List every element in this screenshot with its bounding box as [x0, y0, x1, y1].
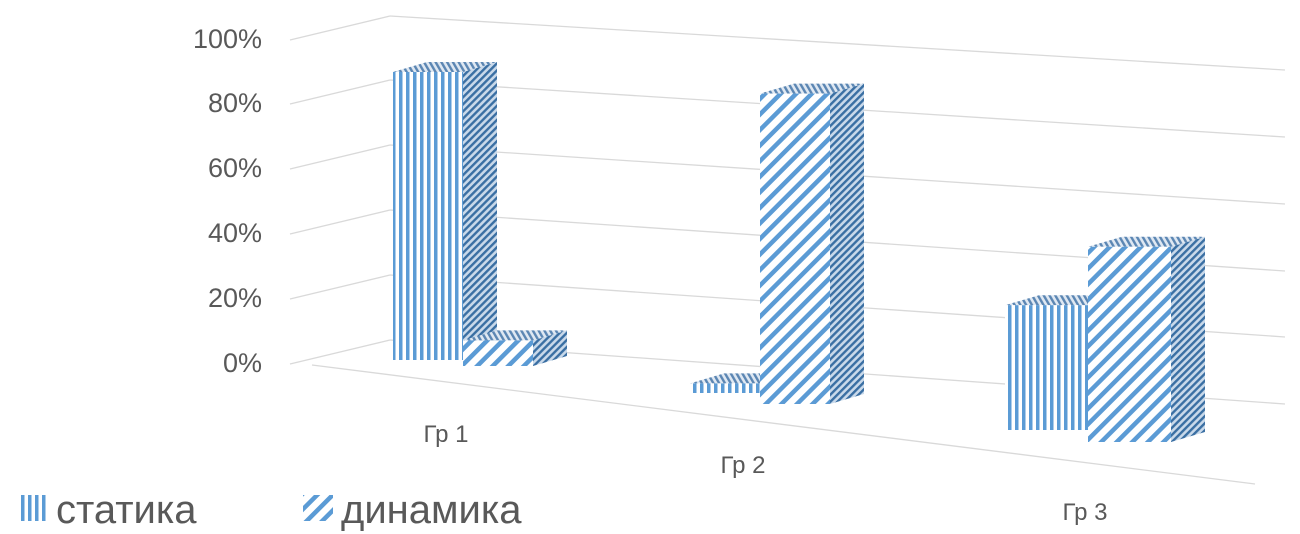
bar-front — [1005, 305, 1088, 430]
bar-vertical-stripes-1 — [393, 62, 497, 360]
legend: статика динамика — [18, 488, 522, 532]
y-tick-label: 60% — [208, 153, 262, 183]
gridline-side — [289, 274, 391, 300]
bar-top — [393, 62, 497, 72]
bar-top — [760, 83, 864, 94]
bar-side — [1171, 236, 1205, 442]
gridline-back — [389, 15, 1286, 71]
legend-item-1: статика — [18, 488, 197, 532]
bar-side — [830, 83, 864, 404]
legend-label: статика — [56, 488, 197, 532]
bar-top — [463, 330, 567, 341]
bar-front — [690, 383, 760, 393]
legend-item-2: динамика — [303, 488, 522, 532]
floor-edge — [311, 364, 1256, 485]
x-tick-label: Гр 1 — [423, 421, 468, 448]
bar-front — [463, 340, 533, 366]
bar-diagonal-stripes-1 — [463, 330, 567, 366]
legend-swatch — [303, 495, 333, 521]
bar-diagonal-stripes-2 — [760, 83, 864, 404]
y-tick-label: 100% — [193, 24, 262, 54]
legend-swatch — [18, 495, 48, 521]
bar-front — [1088, 246, 1171, 442]
bar-front — [393, 72, 463, 360]
x-axis: Гр 1 Гр 2 Гр 3 — [423, 421, 1107, 526]
bar-top — [1088, 236, 1205, 247]
y-tick-label: 80% — [208, 88, 262, 118]
y-axis: 0% 20% 40% 60% 80% 100% — [193, 24, 262, 378]
x-tick-label: Гр 2 — [720, 452, 765, 479]
gridline-side — [289, 79, 391, 105]
bars — [393, 62, 1205, 442]
y-tick-label: 20% — [208, 283, 262, 313]
bar-front — [760, 93, 830, 404]
bar-side — [533, 330, 567, 366]
gridline-side — [289, 209, 391, 235]
y-tick-label: 40% — [208, 218, 262, 248]
gridline-side — [289, 144, 391, 170]
legend-label: динамика — [341, 488, 522, 532]
x-tick-label: Гр 3 — [1062, 499, 1107, 526]
gridline-side — [289, 339, 391, 365]
bar-diagonal-stripes-3 — [1088, 236, 1205, 442]
bar-side — [463, 62, 497, 360]
gridline-side — [289, 15, 391, 41]
y-tick-label: 0% — [223, 348, 262, 378]
